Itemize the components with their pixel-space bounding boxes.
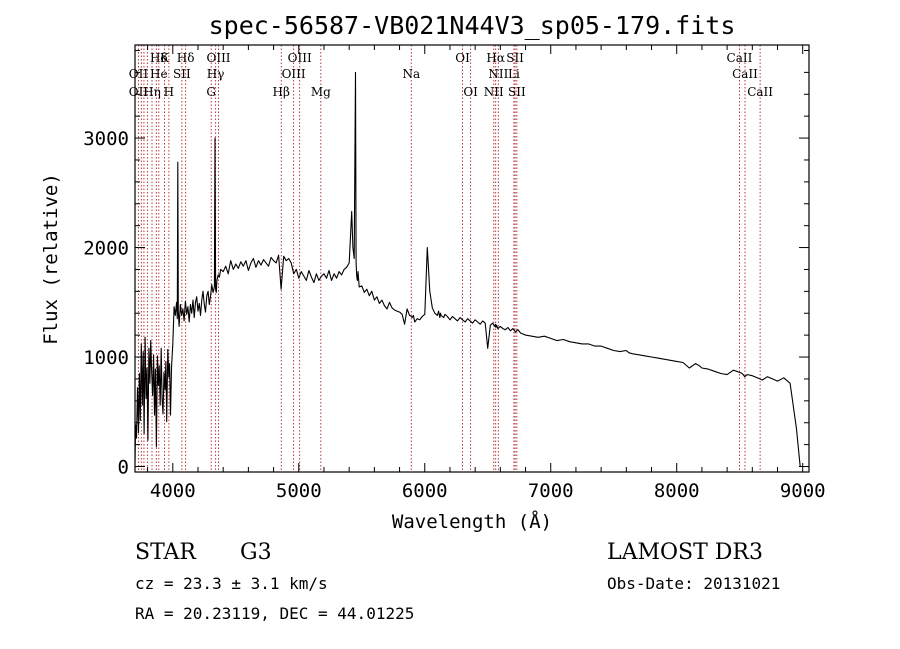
- x-axis-label: Wavelength (Å): [392, 510, 552, 533]
- y-tick-label: 0: [118, 457, 129, 479]
- line-label: OIII: [288, 51, 312, 65]
- redshift-text: cz = 23.3 ± 3.1 km/s: [135, 574, 328, 593]
- line-label: OIII: [282, 67, 306, 81]
- line-marker-layer: [137, 45, 761, 472]
- line-label: Hδ: [177, 51, 195, 65]
- line-label: Hη: [143, 85, 161, 99]
- y-tick-label: 3000: [83, 128, 129, 150]
- line-label: SII: [508, 85, 526, 99]
- x-tick-label: 5000: [276, 480, 322, 502]
- y-axis-label: Flux (relative): [40, 173, 62, 345]
- x-tick-label: 6000: [402, 480, 448, 502]
- line-label: SII: [173, 67, 191, 81]
- coordinates-text: RA = 20.23119, DEC = 44.01225: [135, 604, 414, 623]
- line-label: G: [206, 85, 216, 99]
- line-label: OI: [455, 51, 470, 65]
- line-label: CaII: [747, 85, 773, 99]
- obs-date-text: Obs-Date: 20131021: [607, 574, 780, 593]
- line-label: Mg: [311, 85, 331, 99]
- line-label: H: [164, 85, 174, 99]
- line-label: OI: [463, 85, 478, 99]
- x-tick-label: 9000: [780, 480, 826, 502]
- line-label: Hβ: [273, 85, 290, 99]
- line-label: CaII: [727, 51, 753, 65]
- y-tick-label: 1000: [83, 347, 129, 369]
- x-tick-label: 7000: [528, 480, 574, 502]
- line-label: NII: [488, 67, 508, 81]
- axis-ticks: 4000 5000 6000 7000 8000 9000 0 1000 2000 3000: [83, 45, 826, 502]
- x-tick-label: 4000: [150, 480, 196, 502]
- line-label: NII: [484, 85, 504, 99]
- line-label: OII: [129, 67, 149, 81]
- line-label: Hγ: [207, 67, 225, 81]
- line-label: OIII: [206, 51, 230, 65]
- line-label: He: [150, 67, 168, 81]
- spectrum-line: [134, 71, 801, 467]
- line-label: SII: [506, 51, 524, 65]
- survey-name: LAMOST DR3: [607, 540, 763, 565]
- plot-frame: [134, 44, 810, 473]
- line-label: Hδ: [150, 51, 168, 65]
- line-label: OII: [129, 85, 149, 99]
- y-tick-label: 2000: [83, 238, 129, 260]
- chart-title: spec-56587-VB021N44V3_sp05-179.fits: [209, 11, 736, 40]
- spectral-class: STAR: [135, 540, 197, 565]
- x-tick-label: 8000: [654, 480, 700, 502]
- spectral-subclass: G3: [240, 540, 272, 565]
- line-label: Hα: [486, 51, 505, 65]
- line-label: Li: [508, 67, 520, 81]
- line-label: CaII: [732, 67, 758, 81]
- line-label: K: [160, 51, 170, 65]
- line-label: Na: [402, 67, 420, 81]
